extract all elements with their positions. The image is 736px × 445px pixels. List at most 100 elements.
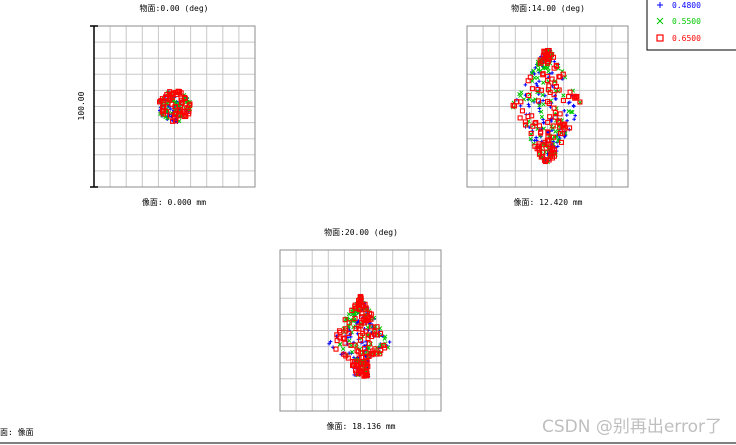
ray-point-550	[540, 92, 545, 98]
ray-point-650	[533, 119, 539, 126]
ray-point-650	[561, 126, 567, 132]
ray-point-650	[545, 58, 551, 65]
ray-point-650	[346, 320, 352, 326]
ray-point-650	[535, 98, 542, 104]
ray-point-650	[552, 114, 558, 120]
ray-point-650	[577, 99, 583, 105]
ray-point-650	[545, 73, 551, 79]
ray-point-650	[367, 310, 373, 316]
ray-point-650	[363, 328, 369, 334]
ray-point-650	[179, 99, 185, 105]
ray-point-650	[510, 102, 516, 108]
ray-point-480	[518, 104, 523, 108]
ray-point-650	[547, 114, 553, 120]
ray-point-650	[157, 99, 163, 105]
ray-point-550	[561, 93, 566, 98]
ray-point-550	[519, 90, 524, 95]
ray-point-650	[187, 101, 193, 107]
ray-point-650	[337, 335, 343, 341]
ray-point-550	[545, 65, 550, 71]
ray-point-480	[541, 120, 546, 125]
ray-point-650	[560, 97, 566, 104]
ray-point-650	[358, 369, 364, 375]
ray-point-650	[182, 95, 188, 102]
panel-2-points	[327, 293, 392, 379]
ray-point-650	[525, 78, 531, 84]
ray-point-650	[362, 306, 368, 312]
panel-2-title: 物面:20.00 (deg)	[324, 227, 398, 237]
panel-2-box	[279, 249, 442, 412]
ray-point-650	[544, 51, 550, 57]
ray-point-650	[528, 130, 534, 137]
ray-point-650	[543, 145, 549, 151]
ray-point-650	[349, 307, 355, 313]
ray-point-550	[536, 67, 541, 72]
ray-point-650	[181, 113, 187, 120]
ray-point-650	[378, 347, 384, 353]
ray-point-650	[532, 120, 538, 126]
legend-item-1: 0.5500	[656, 17, 701, 26]
panel-2-xlabel: 像面: 18.136 mm	[327, 421, 396, 431]
ray-point-650	[555, 119, 561, 125]
ray-point-650	[518, 99, 524, 105]
ray-point-650	[551, 65, 557, 71]
ray-point-650	[355, 349, 361, 355]
ray-point-650	[538, 87, 544, 93]
ray-point-480	[555, 144, 560, 149]
ray-point-650	[553, 83, 559, 90]
ray-point-650	[366, 341, 372, 347]
ray-point-650	[567, 125, 573, 131]
panel-1-points	[510, 47, 583, 165]
ray-point-650	[574, 93, 580, 100]
ray-point-480	[550, 71, 554, 75]
legend-label-2: 0.6500	[672, 34, 701, 43]
ray-point-650	[537, 130, 544, 136]
footer-surface-label: 面: 像面	[0, 427, 34, 437]
ray-point-550	[347, 338, 352, 343]
ray-point-550	[366, 346, 371, 351]
ray-point-650	[374, 351, 380, 357]
ray-point-650	[374, 324, 380, 330]
ray-point-650	[163, 94, 169, 100]
ray-point-480	[534, 135, 538, 140]
ray-point-550	[546, 69, 551, 74]
legend-label-0: 0.4800	[672, 1, 701, 10]
ray-point-650	[176, 108, 183, 114]
ray-point-650	[540, 154, 546, 160]
spot-panel-1: 物面:14.00 (deg) 像面: 12.420 mm	[466, 3, 629, 207]
ray-point-650	[178, 100, 184, 106]
ray-point-650	[529, 86, 535, 92]
ray-point-650	[362, 346, 368, 352]
ray-point-480	[523, 83, 528, 87]
ray-point-550	[350, 349, 355, 355]
ray-point-650	[368, 350, 375, 356]
ray-point-650	[159, 96, 165, 102]
ray-point-650	[364, 369, 370, 375]
ray-point-650	[549, 147, 555, 153]
ray-point-480	[327, 341, 331, 346]
ray-point-650	[567, 89, 573, 95]
ray-point-650	[181, 105, 188, 111]
ray-point-650	[525, 114, 531, 120]
ray-point-480	[552, 59, 557, 64]
ray-point-650	[334, 338, 340, 344]
ray-point-650	[346, 330, 352, 336]
ray-point-550	[337, 342, 343, 347]
watermark: CSDN @别再出error了	[542, 417, 722, 437]
panel-0-scale-label: 100.00	[77, 91, 86, 120]
ray-point-650	[170, 90, 176, 96]
ray-point-480	[553, 97, 558, 101]
ray-point-650	[352, 342, 358, 348]
ray-point-650	[363, 305, 369, 311]
panel-0-title: 物面:0.00 (deg)	[140, 3, 209, 13]
ray-point-650	[167, 113, 173, 119]
ray-point-480	[541, 98, 545, 103]
ray-point-650	[334, 332, 340, 338]
ray-point-650	[557, 111, 563, 117]
ray-point-480	[565, 113, 569, 117]
ray-point-650	[369, 324, 375, 330]
ray-point-650	[536, 147, 542, 153]
ray-point-650	[519, 108, 525, 114]
ray-point-650	[160, 108, 167, 114]
